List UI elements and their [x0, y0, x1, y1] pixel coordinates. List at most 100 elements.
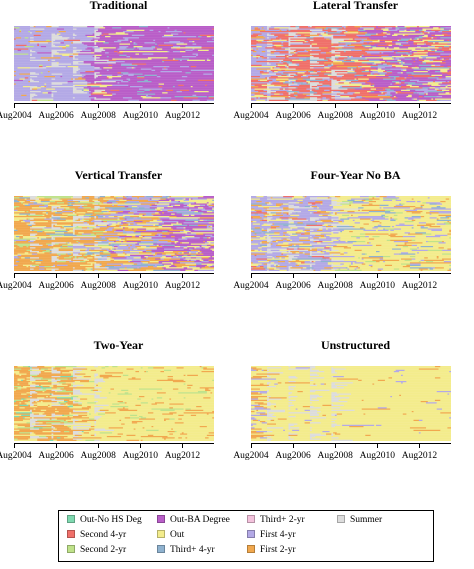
sequence-cell-out	[103, 216, 106, 218]
sequence-cell-third_4yr	[340, 218, 350, 220]
sequence-cell-out_ba	[196, 94, 214, 97]
sequence-cell-first_2yr	[119, 217, 124, 219]
sequence-cell-first_4yr	[342, 26, 346, 28]
x-axis-line	[251, 103, 451, 104]
sequence-cell-first_4yr	[210, 242, 214, 244]
sequence-cell-first_2yr	[420, 216, 425, 218]
sequence-cell-third_4yr	[24, 257, 31, 259]
sequence-cell-first_2yr	[324, 267, 334, 269]
sequence-cell-first_2yr	[14, 196, 24, 198]
sequence-cell-third_4yr	[420, 227, 428, 229]
sequence-cell-out	[208, 242, 211, 244]
sequence-cell-third_4yr	[420, 246, 434, 248]
sequence-cell-summer	[51, 372, 61, 374]
sequence-cell-second_4yr	[279, 67, 287, 69]
sequence-cell-first_4yr	[347, 217, 386, 219]
sequence-cell-summer	[94, 378, 104, 380]
sequence-cell-first_2yr	[89, 259, 95, 262]
sequence-cell-first_2yr	[318, 47, 328, 49]
sequence-cell-first_2yr	[160, 371, 165, 373]
sequence-cell-first_2yr	[274, 84, 287, 87]
sequence-cell-first_4yr	[317, 249, 323, 252]
sequence-cell-second_4yr	[295, 97, 305, 99]
sequence-cell-second_4yr	[343, 39, 362, 42]
sequence-cell-out_ba	[427, 88, 436, 90]
sequence-cell-summer	[30, 243, 40, 245]
sequence-cell-out_ba	[429, 84, 432, 87]
sequence-cell-summer	[72, 97, 75, 99]
sequence-cell-third_4yr	[19, 197, 31, 199]
sequence-cell-third_4yr	[361, 39, 364, 42]
sequence-cell-first_2yr	[292, 252, 296, 254]
sequence-cell-summer	[51, 394, 70, 397]
sequence-cell-first_4yr	[55, 39, 65, 42]
sequence-cell-second_4yr	[324, 64, 328, 67]
sequence-cell-summer	[51, 56, 54, 58]
sequence-cell-third_4yr	[254, 213, 259, 215]
sequence-cell-second_2yr	[35, 389, 47, 392]
sequence-cell-summer	[72, 373, 75, 375]
sequence-cell-second_4yr	[361, 49, 393, 52]
sequence-cell-first_2yr	[78, 77, 83, 79]
sequence-cell-second_4yr	[417, 51, 436, 53]
sequence-cell-first_4yr	[324, 66, 332, 68]
sequence-cell-first_2yr	[295, 259, 300, 262]
sequence-cell-first_4yr	[190, 252, 197, 254]
sequence-cell-first_4yr	[14, 86, 24, 88]
sequence-cell-first_4yr	[108, 223, 113, 225]
sequence-cell-first_4yr	[420, 56, 441, 58]
sequence-cell-third_4yr	[440, 29, 450, 32]
sequence-cell-out_ba	[155, 234, 159, 237]
sequence-cell-third_4yr	[133, 73, 143, 75]
sequence-cell-first_4yr	[206, 226, 209, 228]
sequence-cell-out_ba	[121, 27, 168, 29]
sequence-cell-out_ba	[112, 67, 127, 69]
sequence-cell-first_4yr	[22, 219, 31, 222]
sequence-cell-first_2yr	[14, 391, 31, 393]
sequence-cell-first_4yr	[306, 231, 332, 233]
sequence-cell-out	[359, 267, 411, 269]
sequence-cell-summer	[72, 82, 88, 84]
sequence-cell-second_4yr	[281, 86, 311, 88]
sequence-cell-third_4yr	[85, 253, 93, 255]
sequence-cell-first_4yr	[352, 69, 355, 72]
sequence-cell-first_4yr	[293, 204, 330, 207]
sequence-cell-out	[212, 249, 214, 252]
sequence-cell-out_ba	[90, 99, 129, 101]
sequence-cell-second_4yr	[338, 28, 359, 30]
sequence-cell-out	[158, 226, 163, 228]
sequence-cell-second_4yr	[345, 29, 359, 32]
sequence-cell-third_4yr	[263, 267, 268, 269]
sequence-cell-out_ba	[212, 234, 214, 237]
sequence-cell-first_2yr	[42, 386, 50, 388]
sequence-cell-first_4yr	[128, 74, 134, 77]
sequence-cell-out	[133, 257, 141, 259]
sequence-cell-out	[415, 219, 437, 222]
sequence-cell-summer	[72, 231, 75, 233]
sequence-cell-out	[97, 269, 118, 271]
sequence-cell-second_4yr	[108, 59, 116, 62]
sequence-cell-third_4yr	[251, 203, 268, 205]
sequence-cell-first_2yr	[99, 201, 108, 203]
sequence-cell-first_2yr	[251, 204, 262, 207]
sequence-cell-out	[69, 394, 95, 397]
sequence-cell-summer	[94, 57, 100, 59]
sequence-cell-first_2yr	[14, 204, 25, 207]
sequence-cell-first_2yr	[201, 267, 214, 269]
sequence-cell-first_4yr	[279, 38, 282, 40]
sequence-cell-first_4yr	[185, 237, 200, 239]
sequence-cell-out	[408, 252, 418, 254]
sequence-cell-summer	[309, 236, 312, 238]
sequence-cell-out	[35, 238, 41, 240]
sequence-cell-out_ba	[197, 218, 214, 220]
sequence-cell-second_4yr	[368, 69, 371, 72]
sequence-cell-summer	[94, 216, 97, 218]
sequence-cell-first_4yr	[60, 33, 74, 35]
sequence-cell-second_4yr	[276, 66, 286, 68]
sequence-cell-first_4yr	[326, 258, 330, 260]
sequence-cell-second_2yr	[19, 29, 22, 32]
sequence-cell-summer	[331, 46, 345, 48]
sequence-cell-first_4yr	[114, 266, 149, 268]
sequence-cell-third_4yr	[386, 94, 393, 97]
sequence-cell-first_4yr	[14, 91, 31, 93]
